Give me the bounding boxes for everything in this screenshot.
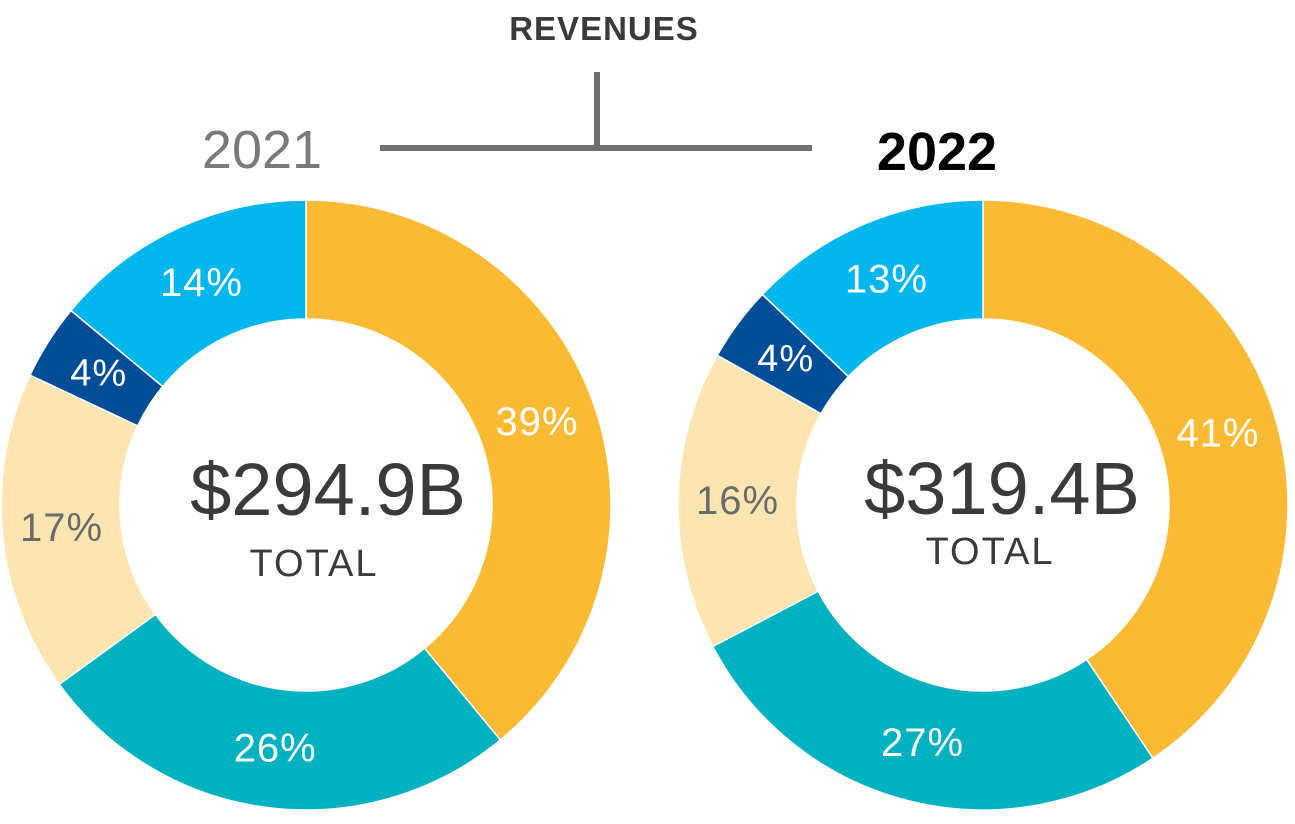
donut-slices-2021: [0, 199, 612, 811]
donut-slice-label-2021-2: 17%: [20, 506, 103, 550]
donut-chart-2021: 39% 26% 17% 4% 14% $294.9B TOTAL: [0, 199, 612, 811]
donut-slice-label-2022-4: 13%: [845, 257, 928, 301]
total-label-2022: TOTAL: [926, 531, 1055, 573]
total-label-2021: TOTAL: [250, 543, 379, 585]
donut-slice-2021-1: [58, 613, 502, 811]
donut-slice-2022-1: [711, 590, 1154, 811]
year-label-2022: 2022: [877, 122, 997, 182]
chart-title: REVENUES: [509, 10, 699, 47]
donut-slice-2021-2: [0, 374, 157, 686]
total-amount-2021: $294.9B: [190, 448, 466, 531]
donut-slice-2021-4: [69, 199, 307, 388]
donut-slices-2022: [677, 199, 1289, 811]
donut-slice-label-2022-3: 4%: [757, 338, 814, 380]
donut-slice-label-2022-1: 27%: [881, 721, 964, 765]
donut-slice-2022-0: [982, 199, 1289, 760]
donut-slice-label-2021-4: 14%: [160, 261, 243, 305]
donut-slice-label-2021-0: 39%: [495, 400, 578, 444]
donut-slice-2021-0: [305, 199, 612, 742]
donut-labels-2021: 39% 26% 17% 4% 14%: [20, 261, 578, 771]
donut-slice-label-2021-3: 4%: [70, 352, 127, 394]
total-amount-2022: $319.4B: [864, 447, 1140, 530]
donut-slice-label-2022-2: 16%: [696, 479, 779, 523]
donut-labels-2022: 41% 27% 16% 4% 13%: [696, 257, 1259, 765]
donut-slice-label-2022-0: 41%: [1176, 412, 1259, 456]
year-connector: [380, 72, 812, 151]
donut-slice-2022-4: [761, 199, 984, 378]
year-label-2021: 2021: [202, 120, 322, 180]
donut-chart-2022: 41% 27% 16% 4% 13% $319.4B TOTAL: [677, 199, 1289, 811]
donut-slice-label-2021-1: 26%: [234, 727, 317, 771]
